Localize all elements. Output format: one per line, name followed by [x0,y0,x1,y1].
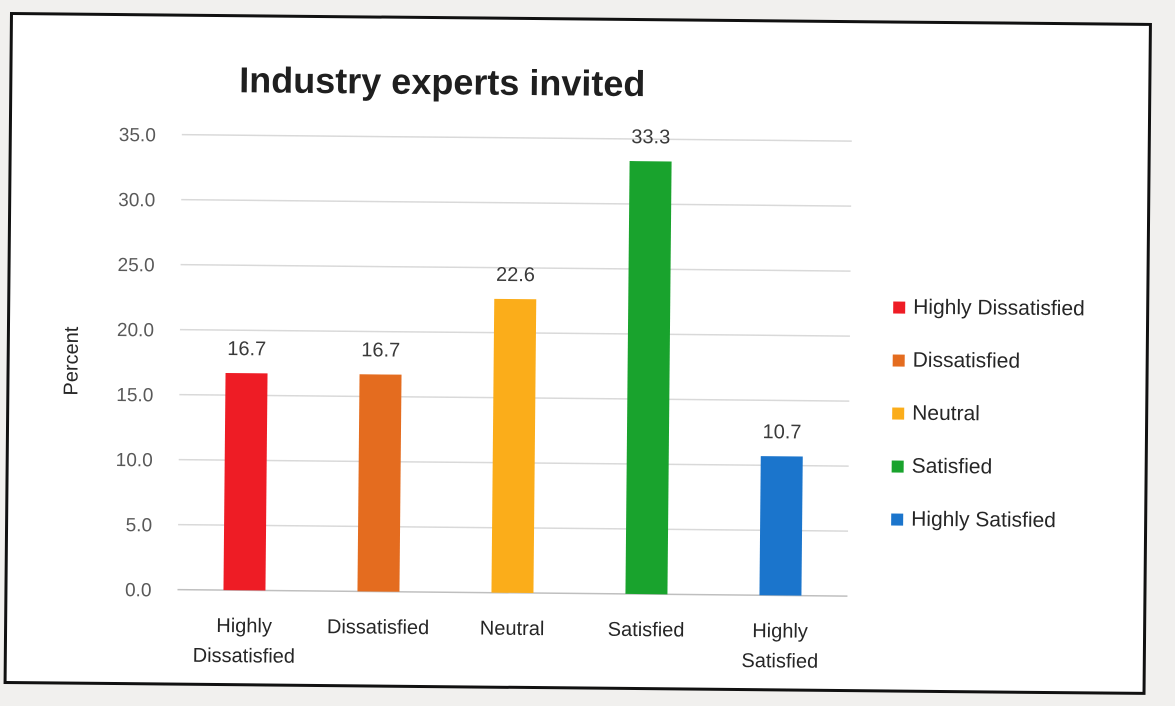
y-axis-label: Percent [60,326,83,396]
x-category-label: Highly [752,620,808,643]
gridline [181,198,852,207]
y-axis-ticks: 0.0 5.0 10.0 15.0 20.0 25.0 30.0 35.0 [116,125,156,601]
chart-frame: Industry experts invited 0.0 5.0 10.0 15.0 2… [3,12,1152,695]
x-category-label: Dissatisfied [327,616,429,639]
bars [223,161,803,596]
x-axis-categories: Highly Dissatisfied Dissatisfied Neutral Sat… [193,615,819,673]
legend-entry: Dissatisfied [913,349,1021,373]
bar-satisfied [625,161,672,595]
y-tick-label: 10.0 [116,450,153,471]
bar-highly-dissatisfied [223,372,268,591]
y-tick-label: 35.0 [119,125,156,146]
x-category-label: Satisfied [741,650,818,673]
bar-highly-satisfied [759,456,803,596]
gridline [180,263,851,272]
data-label: 22.6 [496,264,535,286]
data-label: 16.7 [227,338,266,360]
bar-chart: Industry experts invited 0.0 5.0 10.0 15.0 2… [60,59,1085,673]
y-tick-label: 0.0 [125,580,152,601]
gridline [181,133,852,142]
data-labels: 16.7 16.7 22.6 33.3 10.7 [227,126,801,443]
legend-swatch [892,354,905,367]
bar-dissatisfied [357,374,402,592]
legend-entry: Highly Dissatisfied [913,296,1085,321]
data-label: 33.3 [631,126,670,148]
legend-swatch [892,407,905,420]
y-tick-label: 25.0 [117,255,154,276]
y-tick-label: 20.0 [117,320,154,341]
legend: Highly Dissatisfied Dissatisfied Neutral Sa… [891,296,1085,532]
x-category-label: Highly [216,615,272,638]
x-category-label: Neutral [480,618,545,641]
y-tick-label: 15.0 [116,385,153,406]
legend-entry: Neutral [912,402,980,426]
chart-title: Industry experts invited [239,59,645,104]
legend-swatch [893,301,906,314]
bar-neutral [491,298,537,594]
legend-swatch [891,460,904,473]
y-tick-label: 5.0 [126,515,153,536]
data-label: 16.7 [361,339,400,361]
y-tick-label: 30.0 [118,190,155,211]
x-category-label: Dissatisfied [193,645,295,668]
data-label: 10.7 [762,421,801,443]
legend-entry: Satisfied [912,455,993,479]
legend-swatch [891,513,904,526]
x-category-label: Satisfied [608,619,685,642]
legend-entry: Highly Satisfied [911,508,1056,532]
